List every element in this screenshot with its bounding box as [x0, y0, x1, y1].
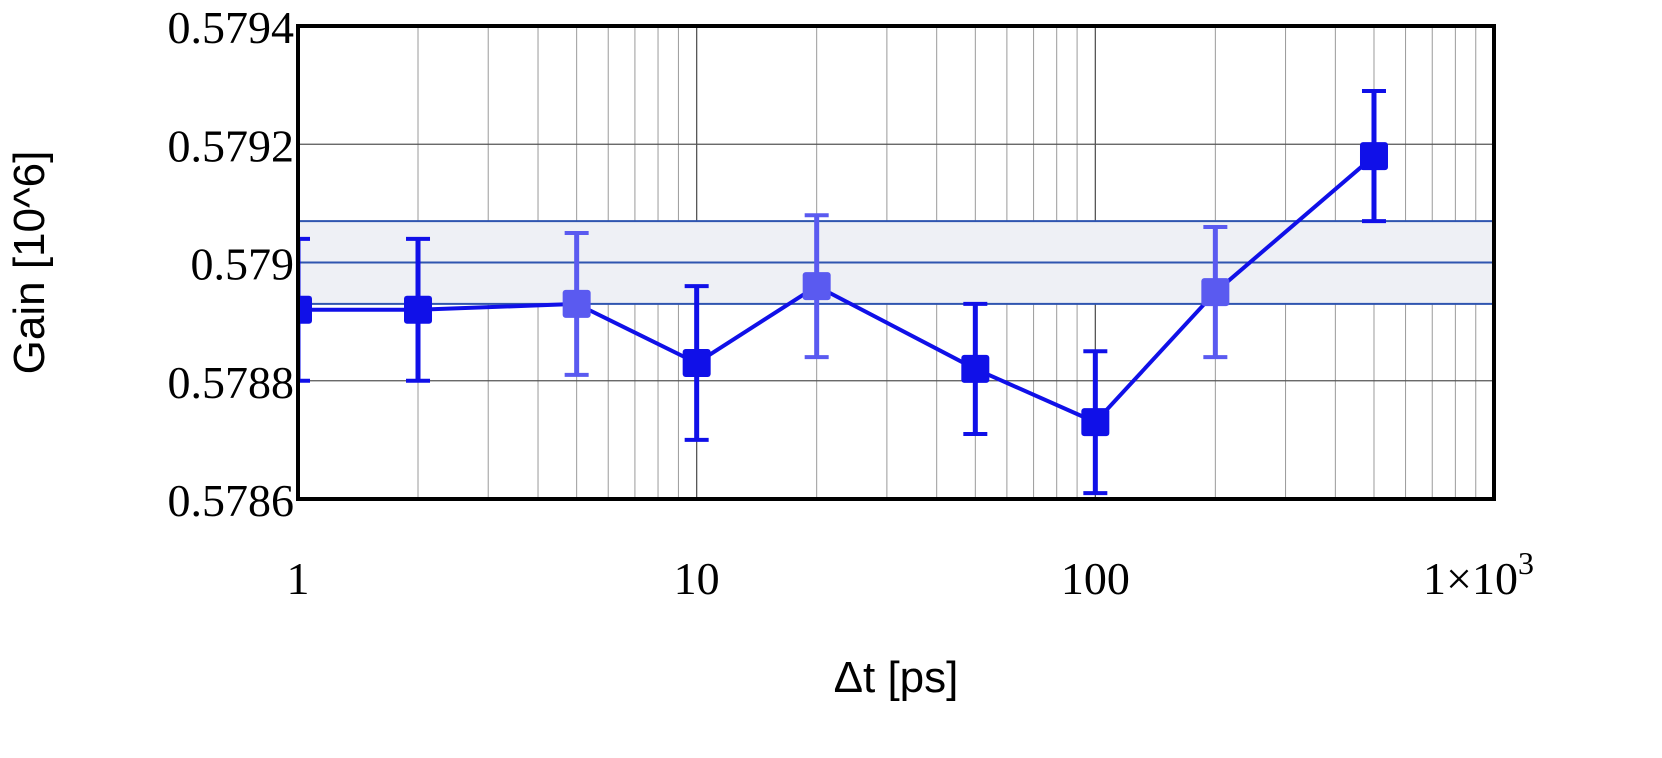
y-tick-label: 0.5792 — [168, 120, 295, 171]
y-tick-label: 0.5794 — [168, 2, 295, 53]
data-point — [961, 354, 990, 383]
y-tick-labels: 0.5786 0.5788 0.579 0.5792 0.5794 — [168, 2, 295, 526]
y-tick-label: 0.5786 — [168, 475, 295, 526]
data-point — [404, 295, 433, 324]
data-series — [298, 89, 1388, 496]
x-tick-label: 100 — [1061, 553, 1130, 604]
y-axis-label: Gain [10^6] — [5, 151, 54, 375]
data-point — [682, 349, 711, 378]
x-tick-exponent: 3 — [1518, 545, 1534, 581]
data-point — [1201, 278, 1230, 307]
y-tick-label: 0.579 — [191, 239, 295, 290]
plot-frame — [296, 24, 1496, 501]
reference-band — [297, 220, 1495, 305]
series-line-segment — [1214, 154, 1376, 294]
x-tick-label: 1 — [287, 553, 310, 604]
data-point — [298, 295, 312, 324]
series-line-segment — [974, 367, 1097, 424]
x-tick-labels: 1 10 100 1×103 — [287, 545, 1535, 604]
y-tick-label: 0.5788 — [168, 357, 295, 408]
series-line-segment — [815, 284, 977, 371]
series-line-segment — [417, 301, 577, 312]
data-point — [802, 272, 831, 301]
series-group — [298, 89, 1388, 496]
data-point — [562, 289, 591, 318]
x-tick-label: 1×103 — [1423, 545, 1534, 604]
data-point — [1359, 142, 1388, 171]
x-tick-label: 10 — [674, 553, 720, 604]
data-point — [1081, 408, 1110, 437]
series-line-segment — [575, 302, 698, 365]
series-line-segment — [1093, 290, 1217, 424]
x-axis-label: Δt [ps] — [834, 653, 959, 702]
series-line-segment — [695, 284, 818, 365]
